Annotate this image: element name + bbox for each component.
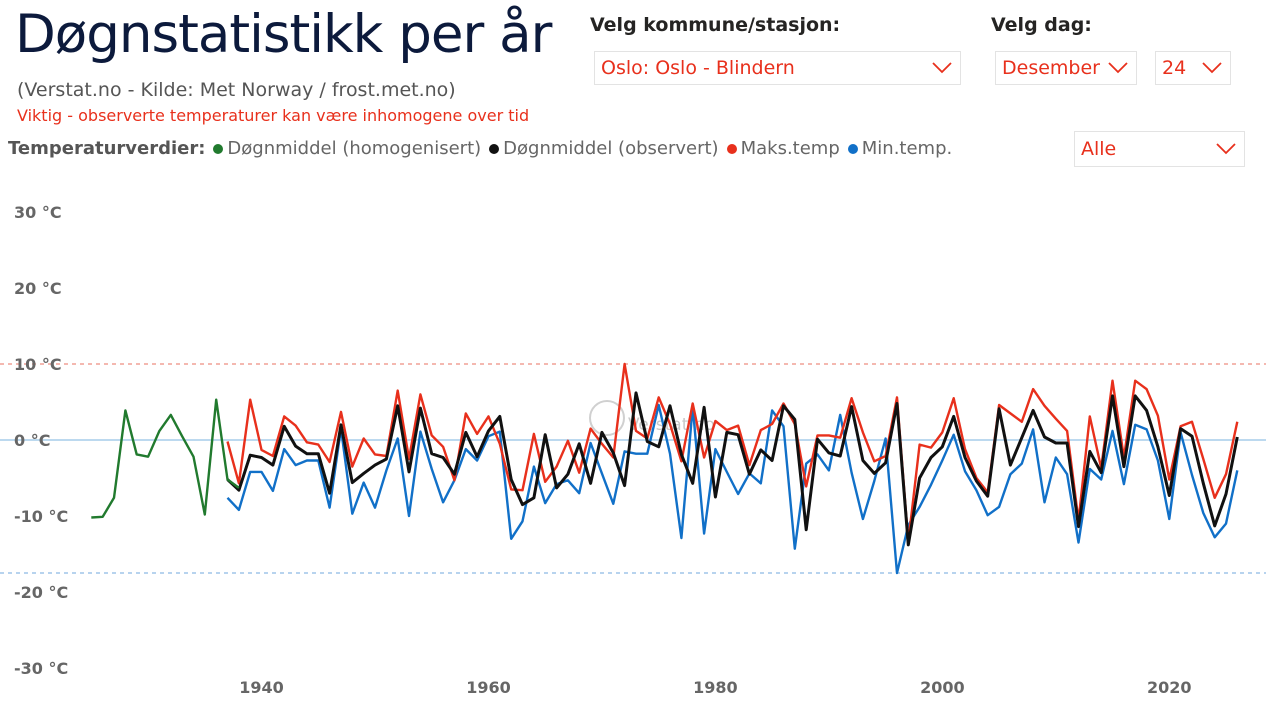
y-tick-label: -20 °C (14, 583, 68, 602)
legend-item-homogenized[interactable]: Døgnmiddel (homogenisert) (213, 138, 481, 159)
page-title: Døgnstatistikk per år (15, 4, 552, 65)
weather-icon (589, 400, 625, 436)
station-dropdown-value: Oslo: Oslo - Blindern (601, 57, 795, 79)
series-dropdown[interactable]: Alle (1074, 131, 1245, 167)
legend-dot-icon (213, 143, 224, 154)
y-tick-label: 30 °C (14, 203, 62, 222)
source-subtitle: (Verstat.no - Kilde: Met Norway / frost.… (17, 79, 456, 101)
month-dropdown-value: Desember (1002, 57, 1100, 79)
y-tick-label: 10 °C (14, 355, 62, 374)
x-tick-label: 1940 (239, 678, 284, 697)
legend-dot-icon (726, 143, 737, 154)
chevron-down-icon (932, 62, 952, 74)
chevron-down-icon (1216, 143, 1236, 155)
series-line-min[interactable] (226, 403, 1239, 575)
day-filter-label: Velg dag: (991, 14, 1092, 36)
day-dropdown[interactable]: 24 (1155, 51, 1231, 85)
legend-label: Døgnmiddel (observert) (503, 138, 719, 159)
day-dropdown-value: 24 (1162, 57, 1187, 79)
chart-legend: Temperaturverdier: Døgnmiddel (homogenis… (8, 138, 960, 159)
x-tick-label: 2000 (920, 678, 965, 697)
legend-label: Døgnmiddel (homogenisert) (227, 138, 482, 159)
x-tick-label: 1960 (466, 678, 511, 697)
station-filter-label: Velg kommune/stasjon: (590, 14, 841, 36)
y-tick-label: -10 °C (14, 507, 68, 526)
x-tick-label: 2020 (1147, 678, 1192, 697)
station-dropdown[interactable]: Oslo: Oslo - Blindern (594, 51, 961, 85)
legend-label: Min.temp. (861, 138, 953, 159)
legend-label: Maks.temp (740, 138, 840, 159)
legend-item-observed[interactable]: Døgnmiddel (observert) (489, 138, 719, 159)
series-line-observed[interactable] (226, 391, 1239, 547)
month-dropdown[interactable]: Desember (995, 51, 1137, 85)
series-line-homogenized[interactable] (91, 398, 240, 519)
chevron-down-icon (1108, 62, 1128, 74)
legend-item-max[interactable]: Maks.temp (726, 138, 840, 159)
legend-item-min[interactable]: Min.temp. (847, 138, 953, 159)
y-tick-label: 0 °C (14, 431, 50, 450)
y-tick-label: 20 °C (14, 279, 62, 298)
x-tick-label: 1980 (693, 678, 738, 697)
legend-title: Temperaturverdier: (8, 138, 206, 159)
chevron-down-icon (1202, 62, 1222, 74)
warning-note: Viktig - observerte temperaturer kan vær… (17, 106, 530, 125)
y-tick-label: -30 °C (14, 659, 68, 678)
legend-dot-icon (847, 143, 858, 154)
series-line-max[interactable] (226, 362, 1239, 543)
series-dropdown-value: Alle (1081, 138, 1117, 160)
legend-dot-icon (489, 143, 500, 154)
